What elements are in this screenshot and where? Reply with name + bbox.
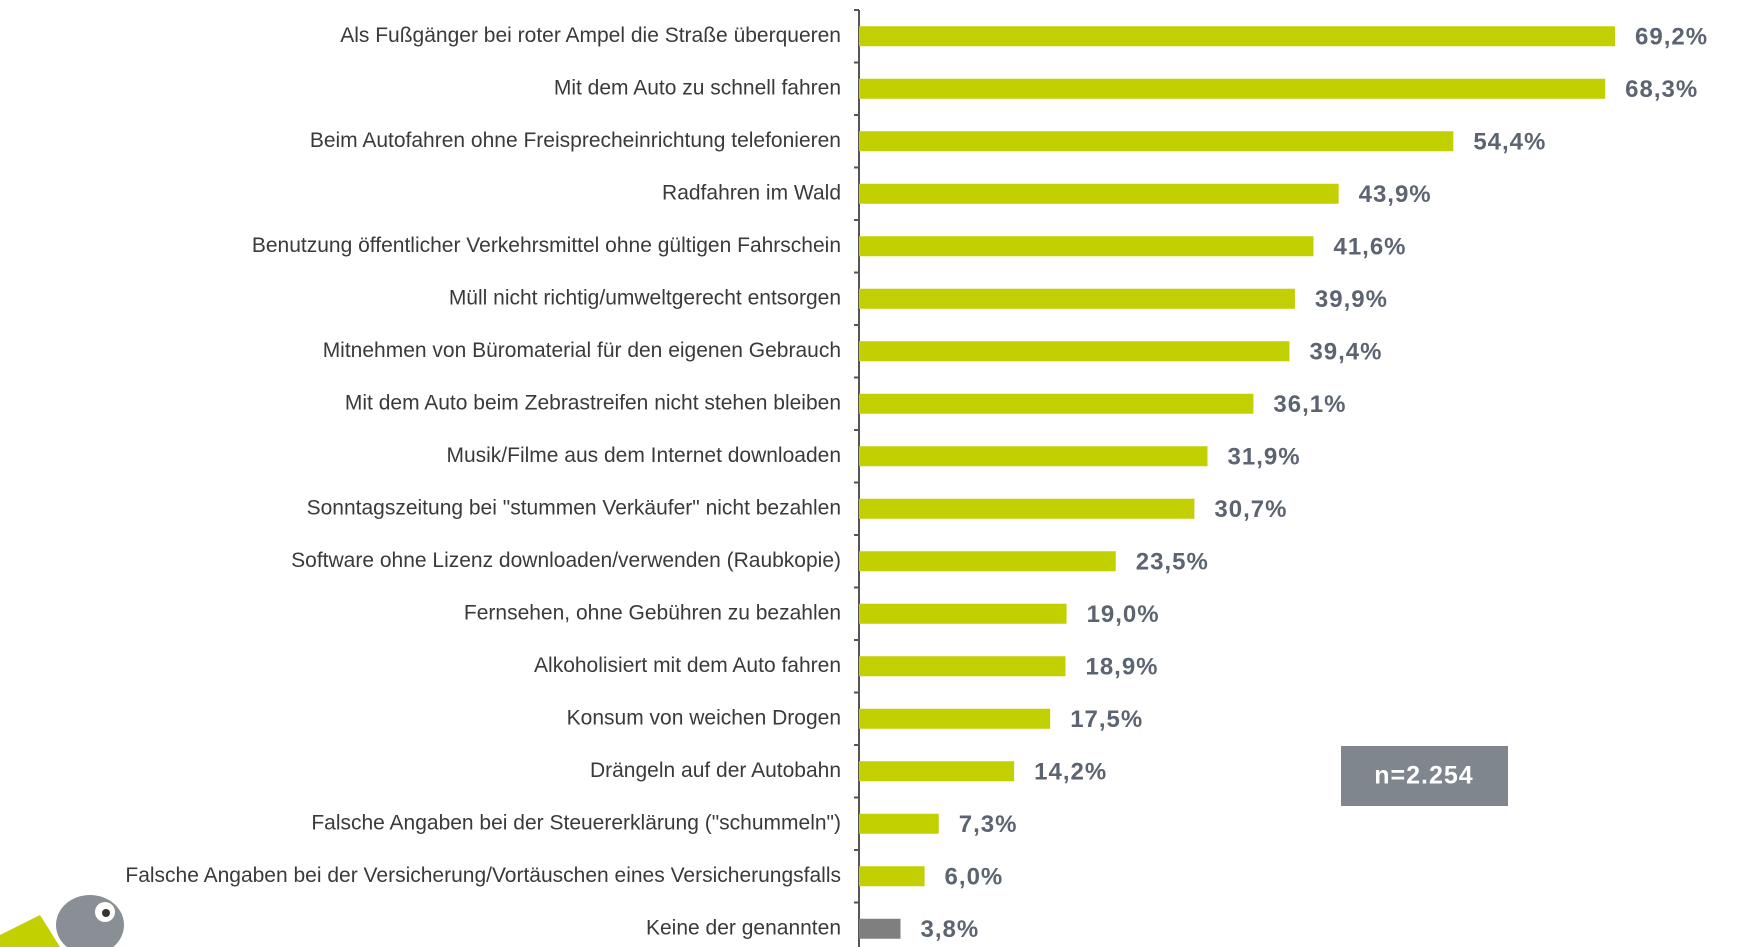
value-label: 31,9% xyxy=(1228,444,1301,471)
value-label: 43,9% xyxy=(1359,181,1432,208)
category-label: Fernsehen, ohne Gebühren zu bezahlen xyxy=(464,601,841,624)
category-label: Radfahren im Wald xyxy=(662,181,841,204)
bar xyxy=(859,288,1295,309)
bar xyxy=(859,183,1339,204)
bar xyxy=(859,761,1015,782)
value-label: 23,5% xyxy=(1136,549,1209,576)
bar xyxy=(859,813,939,834)
value-label: 36,1% xyxy=(1273,391,1346,418)
bar xyxy=(859,866,925,887)
category-label: Falsche Angaben bei der Versicherung/Vor… xyxy=(125,864,841,887)
value-label: 30,7% xyxy=(1214,496,1287,523)
bar xyxy=(859,236,1314,257)
category-label: Benutzung öffentlicher Verkehrsmittel oh… xyxy=(252,234,841,257)
category-label: Mit dem Auto zu schnell fahren xyxy=(554,76,841,99)
category-label: Falsche Angaben bei der Steuererklärung … xyxy=(311,811,841,834)
category-label: Drängeln auf der Autobahn xyxy=(590,759,841,782)
value-label: 41,6% xyxy=(1333,234,1406,261)
value-label: 68,3% xyxy=(1625,76,1698,103)
category-label: Mit dem Auto beim Zebrastreifen nicht st… xyxy=(345,391,841,414)
category-label: Müll nicht richtig/umweltgerecht entsorg… xyxy=(449,286,841,309)
value-label: 69,2% xyxy=(1635,24,1708,51)
value-label: 39,9% xyxy=(1315,286,1388,313)
category-label: Alkoholisiert mit dem Auto fahren xyxy=(534,654,841,677)
category-label: Mitnehmen von Büromaterial für den eigen… xyxy=(323,339,841,362)
bar xyxy=(859,498,1195,519)
category-label: Software ohne Lizenz downloaden/verwende… xyxy=(291,549,841,572)
bar xyxy=(859,656,1066,677)
category-label: Als Fußgänger bei roter Ampel die Straße… xyxy=(340,24,841,47)
bar xyxy=(859,26,1616,47)
value-label: 54,4% xyxy=(1473,129,1546,156)
bar xyxy=(859,393,1254,414)
bar xyxy=(859,446,1208,467)
category-label: Musik/Filme aus dem Internet downloaden xyxy=(446,444,841,467)
value-label: 19,0% xyxy=(1087,601,1160,628)
annotation: n=2.254 xyxy=(1374,762,1473,790)
value-label: 6,0% xyxy=(945,864,1004,891)
value-label: 17,5% xyxy=(1070,706,1143,733)
bar xyxy=(859,603,1067,624)
bar xyxy=(859,551,1116,572)
annotation-box xyxy=(1341,746,1508,806)
bar xyxy=(859,341,1290,362)
category-label: Keine der genannten xyxy=(646,916,841,939)
value-label: 39,4% xyxy=(1309,339,1382,366)
category-label: Sonntagszeitung bei "stummen Verkäufer" … xyxy=(307,496,841,519)
bar xyxy=(859,918,901,939)
bar xyxy=(859,131,1454,152)
mascot xyxy=(0,895,124,947)
value-label: 7,3% xyxy=(959,811,1018,838)
value-label: 3,8% xyxy=(921,916,980,943)
category-label: Beim Autofahren ohne Freisprecheinrichtu… xyxy=(310,129,841,152)
value-label: 18,9% xyxy=(1085,654,1158,681)
value-label: 14,2% xyxy=(1034,759,1107,786)
bar xyxy=(859,708,1051,729)
bar xyxy=(859,78,1606,99)
category-label: Konsum von weichen Drogen xyxy=(567,706,841,729)
